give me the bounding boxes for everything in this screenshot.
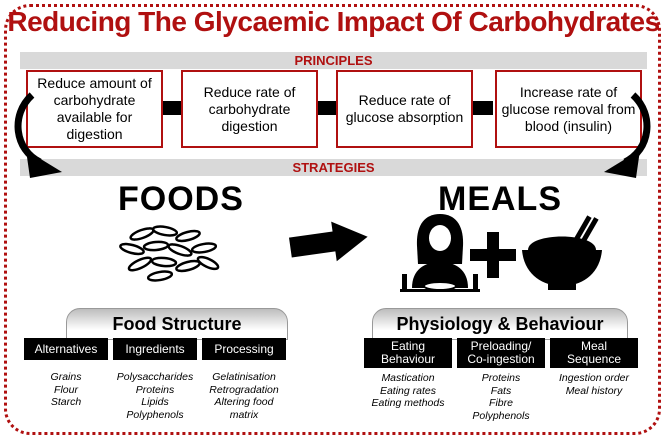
principle-box-4: Increase rate of glucose removal from bl… xyxy=(495,70,642,148)
principles-band: PRINCIPLES xyxy=(20,52,647,69)
list-item: Grains xyxy=(50,371,82,383)
list-item: Meal history xyxy=(565,384,623,397)
connector xyxy=(163,101,183,115)
dotted-border xyxy=(4,4,661,435)
list-item: Eating rates xyxy=(379,384,437,397)
list-item: Polyphenols xyxy=(126,408,184,421)
category-processing: Processing xyxy=(202,338,286,360)
category-label: Co-ingestion xyxy=(467,352,535,366)
processing-list: Gelatinisation Retrogradation Altering f… xyxy=(202,371,286,421)
category-ingredients: Ingredients xyxy=(113,338,197,360)
category-label: Preloading/ xyxy=(470,339,532,353)
person-eating-icon xyxy=(400,214,480,292)
principle-box-1: Reduce amount of carbohydrate available … xyxy=(26,70,163,148)
category-meal-sequence: Meal Sequence xyxy=(550,338,638,368)
list-item: Altering food xyxy=(214,396,274,408)
list-item: Fibre xyxy=(489,397,513,409)
meal-sequence-list: Ingestion order Meal history xyxy=(550,372,638,397)
right-arrow-icon xyxy=(288,221,368,262)
meals-heading: MEALS xyxy=(438,180,562,218)
physiology-behaviour-title: Physiology & Behaviour xyxy=(372,308,628,340)
alternatives-list: Grains Flour Starch xyxy=(24,371,108,409)
category-alternatives: Alternatives xyxy=(24,338,108,360)
category-preloading: Preloading/ Co-ingestion xyxy=(457,338,545,368)
list-item: Lipids xyxy=(141,396,169,408)
principle-box-2: Reduce rate of carbohydrate digestion xyxy=(181,70,318,148)
list-item: Polysaccharides xyxy=(116,371,194,383)
food-structure-title: Food Structure xyxy=(66,308,288,340)
list-item: Retrogradation xyxy=(209,383,279,396)
category-eating-behaviour: Eating Behaviour xyxy=(364,338,452,368)
list-item: Proteins xyxy=(135,383,175,396)
list-item: Proteins xyxy=(481,372,521,384)
list-item: Mastication xyxy=(381,372,435,384)
list-item: Fats xyxy=(490,384,512,397)
connector xyxy=(318,101,338,115)
foods-heading: FOODS xyxy=(118,180,244,218)
category-label: Meal xyxy=(580,339,607,353)
category-label: Behaviour xyxy=(380,352,436,366)
list-item: matrix xyxy=(229,408,259,421)
list-item: Eating methods xyxy=(371,397,445,409)
eating-behaviour-list: Mastication Eating rates Eating methods xyxy=(364,372,452,410)
page-title: Reducing The Glycaemic Impact Of Carbohy… xyxy=(7,6,660,37)
rice-grains-icon xyxy=(119,225,220,282)
ingredients-list: Polysaccharides Proteins Lipids Polyphen… xyxy=(113,371,197,421)
list-item: Starch xyxy=(50,396,82,408)
connector xyxy=(473,101,493,115)
plus-icon xyxy=(470,232,516,278)
list-item: Polyphenols xyxy=(472,409,530,422)
strategies-band: STRATEGIES xyxy=(20,159,647,176)
category-label: Sequence xyxy=(566,352,622,366)
category-label: Eating xyxy=(390,339,426,353)
list-item: Gelatinisation xyxy=(212,371,276,383)
list-item: Ingestion order xyxy=(558,372,630,384)
rice-bowl-icon xyxy=(522,215,602,290)
preloading-list: Proteins Fats Fibre Polyphenols xyxy=(457,372,545,422)
list-item: Flour xyxy=(54,383,78,396)
principle-box-3: Reduce rate of glucose absorption xyxy=(336,70,473,148)
